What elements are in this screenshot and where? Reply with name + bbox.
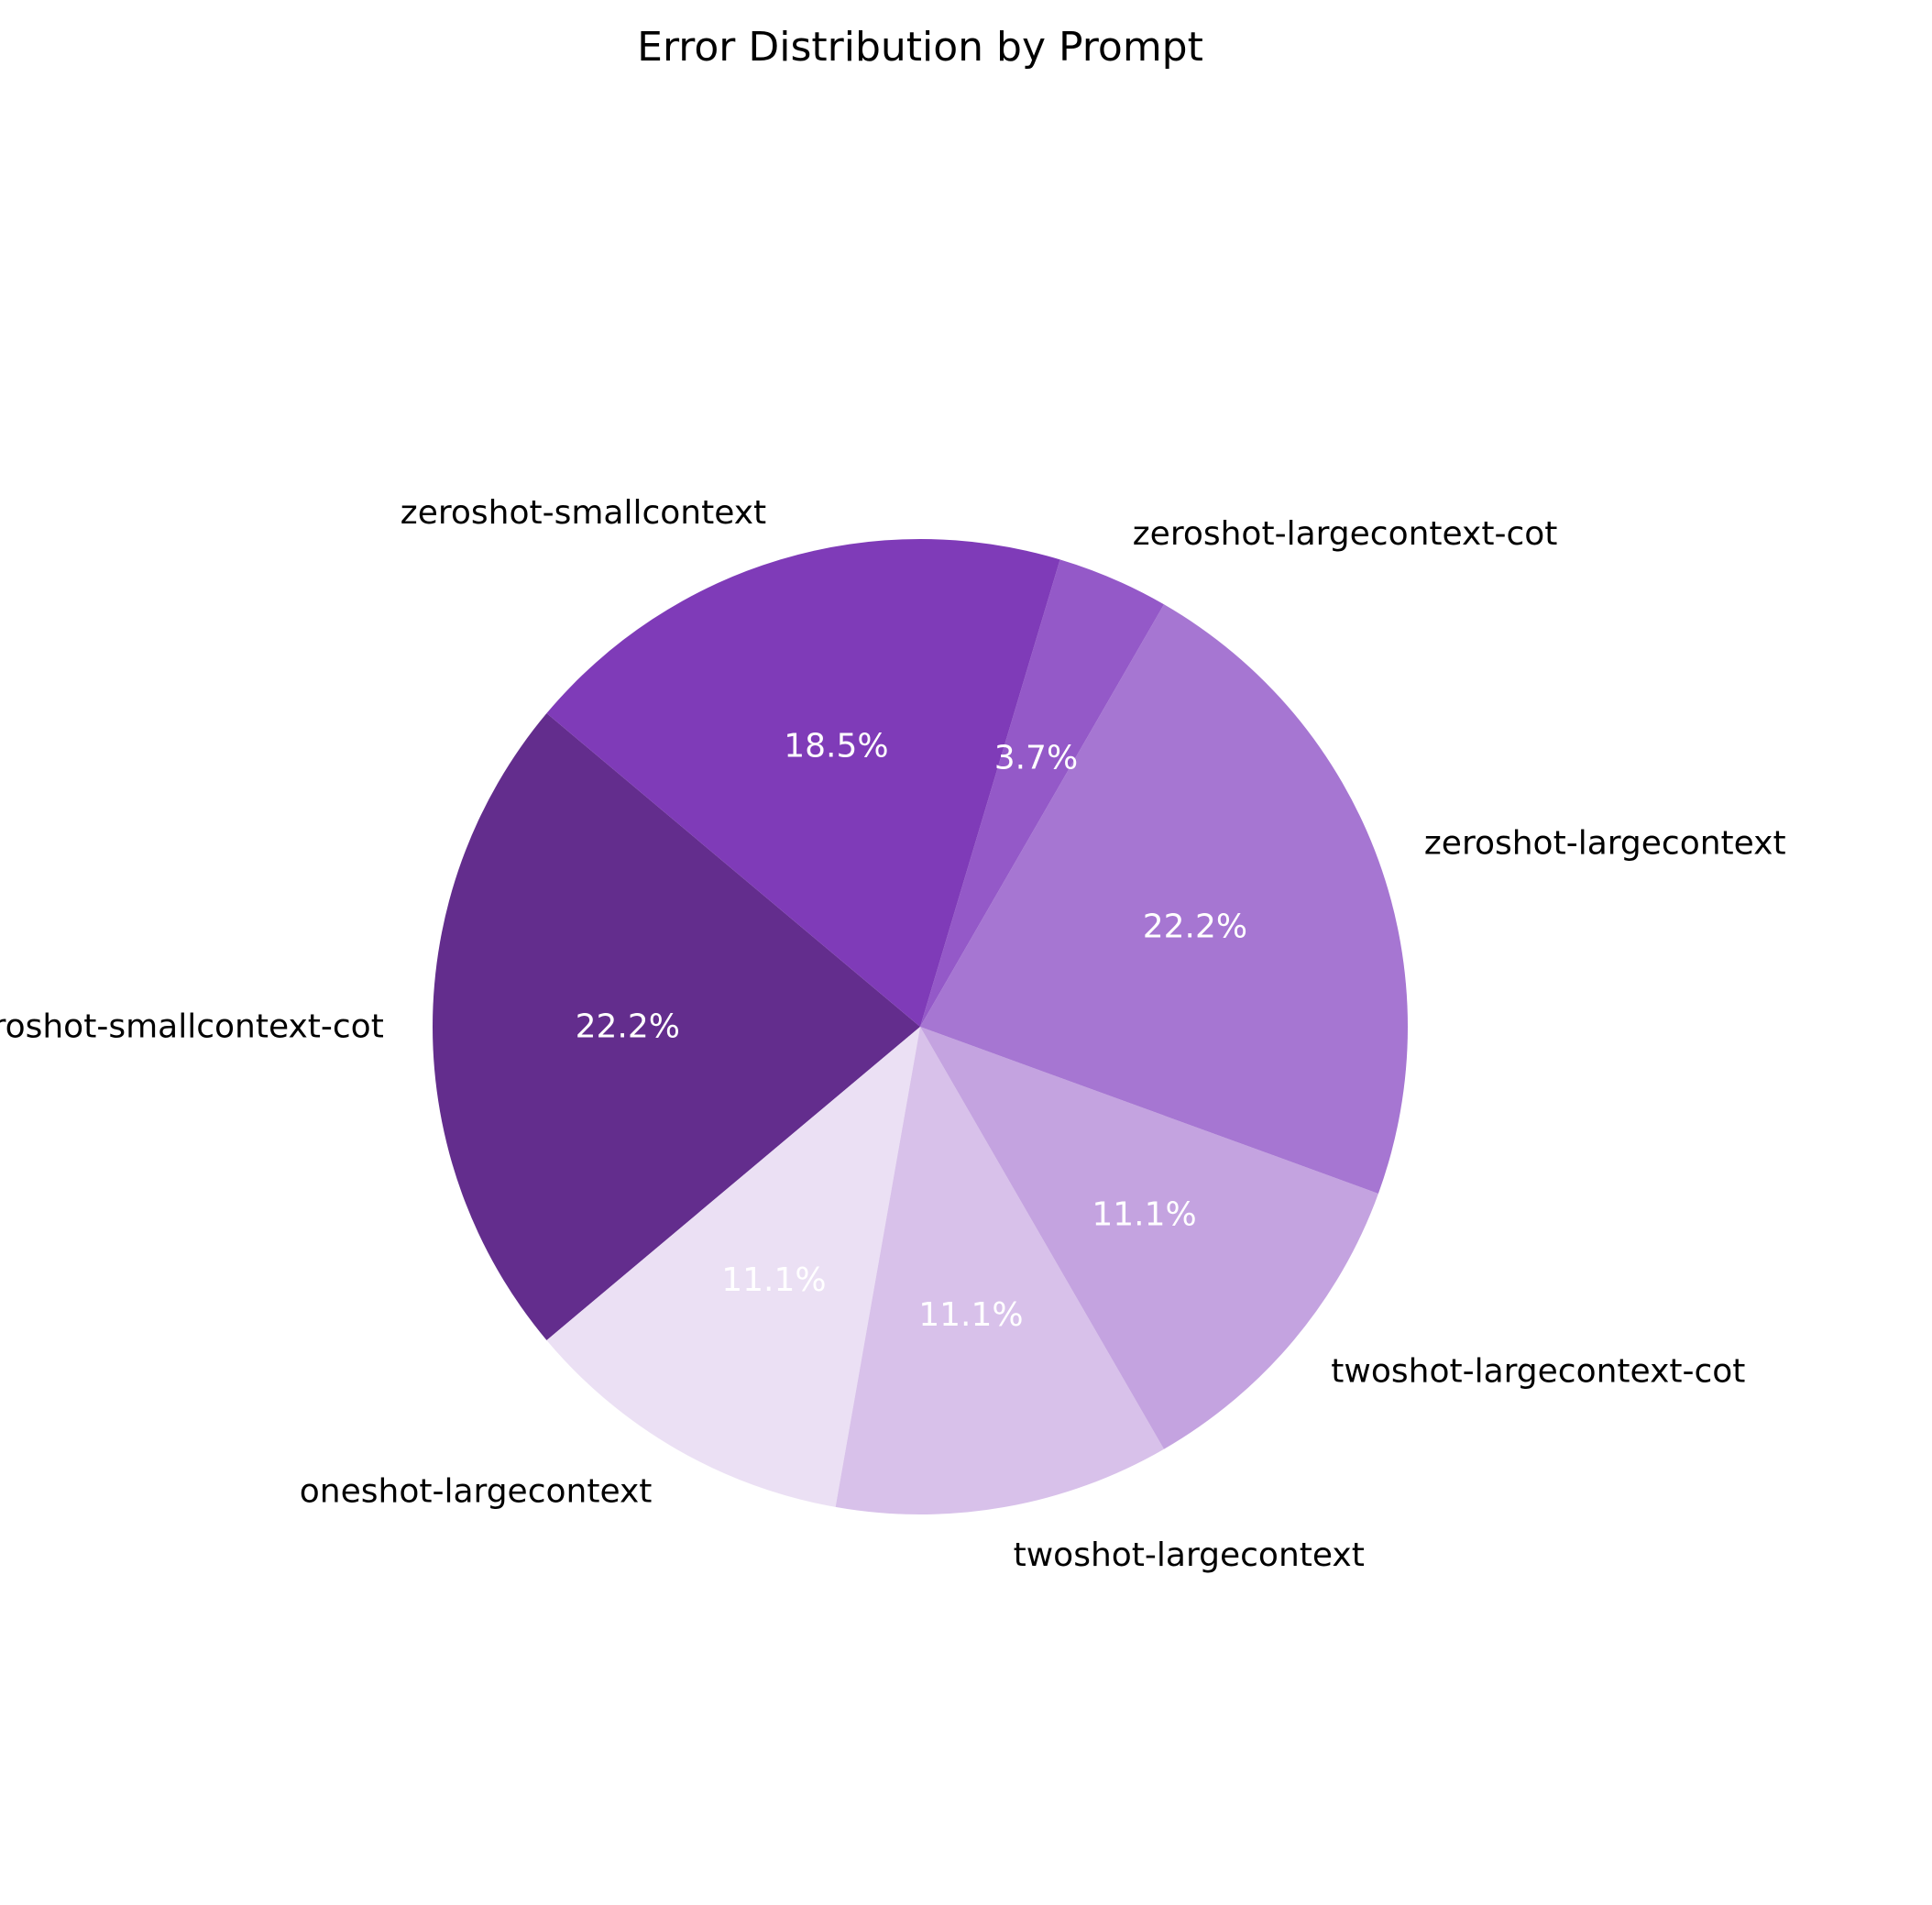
pie-percent-label-4: 22.2% bbox=[1143, 908, 1247, 945]
pie-percent-label-1: 11.1% bbox=[721, 1261, 826, 1299]
pie-category-label-4: zeroshot-largecontext bbox=[1424, 824, 1786, 862]
pie-labels: 22.2% zeroshot-smallcontext-cot 11.1% onesh… bbox=[0, 494, 1786, 1574]
pie-slice-1 bbox=[546, 1027, 920, 1507]
pie-percent-label-3: 11.1% bbox=[1092, 1196, 1196, 1234]
pie-category-label-0: zeroshot-smallcontext-cot bbox=[0, 1008, 384, 1046]
pie-percent-label-2: 11.1% bbox=[918, 1296, 1023, 1334]
pie-slice-2 bbox=[835, 1027, 1164, 1514]
pie-category-label-2: twoshot-largecontext bbox=[1014, 1536, 1365, 1574]
pie-slice-0 bbox=[432, 713, 920, 1340]
pie-slice-5 bbox=[920, 559, 1164, 1027]
pie-slices bbox=[432, 539, 1408, 1514]
pie-category-label-6: zeroshot-smallcontext bbox=[401, 494, 766, 532]
pie-slice-4 bbox=[920, 604, 1408, 1194]
pie-slice-6 bbox=[546, 539, 1060, 1027]
pie-category-label-3: twoshot-largecontext-cot bbox=[1331, 1353, 1745, 1391]
pie-category-label-1: oneshot-largecontext bbox=[300, 1472, 653, 1510]
pie-slice-3 bbox=[920, 1027, 1378, 1449]
pie-percent-label-6: 18.5% bbox=[784, 728, 888, 765]
pie-category-label-5: zeroshot-largecontext-cot bbox=[1133, 515, 1558, 553]
pie-percent-label-5: 3.7% bbox=[994, 739, 1078, 776]
pie-percent-label-0: 22.2% bbox=[576, 1008, 680, 1046]
chart-title: Error Distribution by Prompt bbox=[637, 24, 1203, 71]
